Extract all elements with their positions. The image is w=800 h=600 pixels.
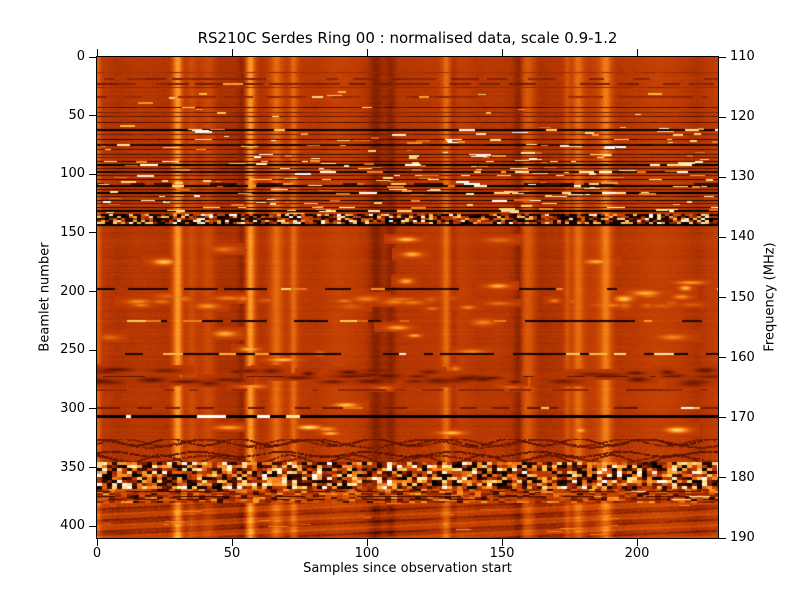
x-tick-mark-top <box>366 49 368 56</box>
y-right-tick-mark <box>719 236 726 238</box>
x-tick-mark <box>366 539 368 546</box>
y-right-tick-mark <box>719 477 726 479</box>
chart-title: RS210C Serdes Ring 00 : normalised data,… <box>197 29 618 47</box>
y-axis-label-left-text: Beamlet number <box>37 242 53 352</box>
x-tick-label: 150 <box>489 546 515 561</box>
y-left-tick-mark <box>89 56 96 58</box>
y-left-tick-label: 150 <box>60 224 85 240</box>
y-left-tick-label: 250 <box>60 342 85 358</box>
y-left-tick-label: 400 <box>60 518 85 534</box>
x-tick-mark-top <box>231 49 233 56</box>
x-tick-label: 0 <box>92 546 102 561</box>
x-tick-mark <box>636 539 638 546</box>
y-right-tick-label: 190 <box>730 530 755 545</box>
x-tick-label: 50 <box>223 546 241 561</box>
y-right-tick-label: 160 <box>730 349 755 365</box>
x-tick-mark <box>501 539 503 546</box>
y-left-tick-mark <box>89 173 96 175</box>
y-left-tick-mark <box>89 291 96 293</box>
x-tick-mark <box>231 539 233 546</box>
y-left-tick-label: 200 <box>60 283 85 299</box>
y-left-tick-label: 300 <box>60 400 85 416</box>
y-right-tick-mark <box>719 116 726 118</box>
y-right-tick-label: 130 <box>730 169 755 185</box>
y-left-tick-label: 0 <box>76 49 85 64</box>
x-tick-mark-top <box>501 49 503 56</box>
y-left-tick-mark <box>89 349 96 351</box>
y-right-tick-label: 120 <box>730 109 755 125</box>
y-left-tick-label: 100 <box>60 166 85 182</box>
y-left-tick-mark <box>89 115 96 117</box>
heatmap-canvas <box>97 57 718 538</box>
y-left-tick-mark <box>89 467 96 469</box>
y-left-tick-label: 50 <box>68 107 85 123</box>
y-axis-label-right-text: Frequency (MHz) <box>762 242 778 352</box>
y-right-tick-mark <box>719 297 726 298</box>
y-right-tick-label: 170 <box>730 409 755 425</box>
x-tick-mark-top <box>636 49 638 56</box>
x-tick-label: 200 <box>624 546 650 561</box>
y-left-tick-mark <box>89 408 96 410</box>
y-right-tick-label: 140 <box>730 229 755 245</box>
x-tick-mark <box>96 539 98 546</box>
x-axis-label: Samples since observation start <box>303 561 512 576</box>
x-tick-mark-top <box>96 49 98 56</box>
y-right-tick-label: 150 <box>730 289 755 305</box>
y-right-tick-mark <box>719 176 726 178</box>
y-right-tick-mark <box>719 417 726 419</box>
y-right-tick-label: 110 <box>730 49 755 64</box>
heatmap-plot-area <box>96 56 719 539</box>
x-tick-label: 100 <box>354 546 380 561</box>
y-left-tick-label: 350 <box>60 459 85 475</box>
y-right-tick-mark <box>719 537 726 539</box>
y-left-tick-mark <box>89 232 96 234</box>
y-left-tick-mark <box>89 525 96 527</box>
y-right-tick-mark <box>719 357 726 359</box>
y-right-tick-mark <box>719 56 726 58</box>
y-right-tick-label: 180 <box>730 469 755 485</box>
